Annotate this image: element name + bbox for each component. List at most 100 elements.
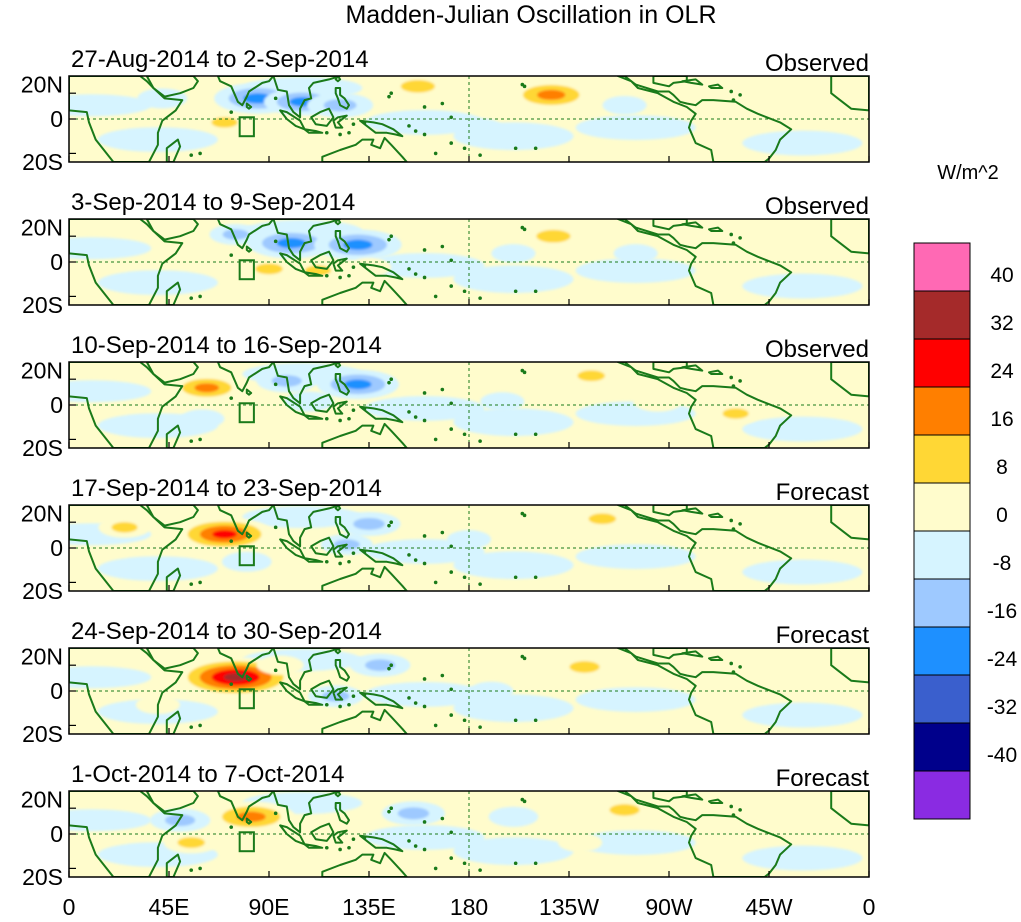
panel: 20N 0 20S 24-Sep-2014 to 30-Sep-2014 Forecas… [21,618,870,747]
island-marker [433,294,438,299]
coastline [310,536,335,556]
island-marker [478,868,482,872]
island-marker [478,296,482,300]
island-marker [273,96,278,101]
x-tick-label: 180 [450,894,488,920]
coastline [830,648,869,684]
background-band [742,273,863,299]
coastline [216,76,275,107]
anomaly-contour [491,244,536,263]
panel-period-title: 17-Sep-2014 to 23-Sep-2014 [71,475,382,502]
island-marker [433,437,438,442]
island-marker [389,377,394,382]
coastline [145,791,199,813]
island-marker [407,839,411,843]
coastline [332,114,348,129]
background-band [364,825,485,850]
island-marker [198,580,202,585]
coastline [830,791,869,827]
island-marker [407,124,411,128]
island-marker [513,718,518,723]
coastlines [69,648,869,734]
coastline [652,219,688,231]
coastline [359,834,404,853]
island-marker [351,551,356,555]
island-marker [738,522,742,526]
panel: 20N 0 20S 17-Sep-2014 to 23-Sep-2014 Forecas… [21,475,870,604]
island-marker [338,847,342,852]
coastline [145,505,199,527]
background-band [742,130,863,156]
island-marker [198,437,202,442]
coastline [245,102,253,110]
colorbar-label: 0 [996,504,1008,527]
coastline [145,648,199,670]
coastline [245,388,253,396]
coastline [69,791,184,877]
x-tick-label: 135W [539,894,599,920]
panel-plot-area [69,76,869,162]
coastline [332,400,348,415]
coastline [165,138,182,162]
island-marker [362,406,367,411]
coastline [652,76,688,88]
coastline [165,424,182,448]
coastline [830,505,869,541]
coastline [310,822,335,842]
x-tick-label: 0 [63,894,76,920]
island-marker [189,582,194,586]
island-marker [449,258,454,263]
island-marker [449,687,454,692]
island-marker [433,866,438,871]
y-tick-label: 20S [22,864,63,890]
coastline [334,76,342,83]
coastline [69,648,184,734]
panel: 20N 0 20S 3-Sep-2014 to 9-Sep-2014 Observed [21,189,870,318]
coastlines [69,505,869,591]
coastline [359,691,404,710]
anomaly-contour [446,530,492,549]
coastline [830,76,869,112]
colorbar-label: 8 [996,456,1008,479]
reference-box [238,545,255,567]
coastline [708,798,724,804]
panel-type-label: Forecast [776,479,870,506]
y-tick-label: 20N [21,501,63,527]
coastline [272,791,342,834]
coastline [245,817,253,825]
coastline [216,791,275,822]
island-marker [533,861,538,866]
coastline [165,567,182,591]
coastline [334,362,342,369]
anomaly-fields [149,798,655,854]
island-marker [522,227,527,232]
anomaly-contour [558,833,603,852]
coastline [145,76,199,98]
anomaly-contour [722,408,749,419]
coastline [652,362,688,374]
island-marker [387,809,391,814]
anomaly-contour [278,820,326,841]
background-band [69,380,152,403]
island-marker [413,129,418,133]
colorbar-swatch [913,770,971,820]
reference-box [238,831,255,853]
panel-plot-area [69,505,869,591]
anomaly-contour [609,804,640,816]
island-marker [387,94,391,99]
island-marker [351,408,356,412]
island-marker [478,725,482,729]
panel-type-label: Forecast [776,622,870,649]
panel: 20N 0 20S 10-Sep-2014 to 16-Sep-2014 Observe… [21,332,870,461]
panel-type-label: Forecast [776,765,870,792]
y-tick-label: 0 [50,106,63,132]
panel-type-label: Observed [765,50,869,77]
colorbar-label: -24 [987,648,1018,671]
coastline [303,843,324,849]
island-marker [362,835,367,840]
background-bands [69,506,863,585]
anomaly-contour [177,837,205,848]
colorbar: W/m^2 40 32 24 16 8 0 -8 -16 -24 -32 -40 [913,162,1018,820]
coastline [681,650,704,658]
coastline [245,531,253,539]
